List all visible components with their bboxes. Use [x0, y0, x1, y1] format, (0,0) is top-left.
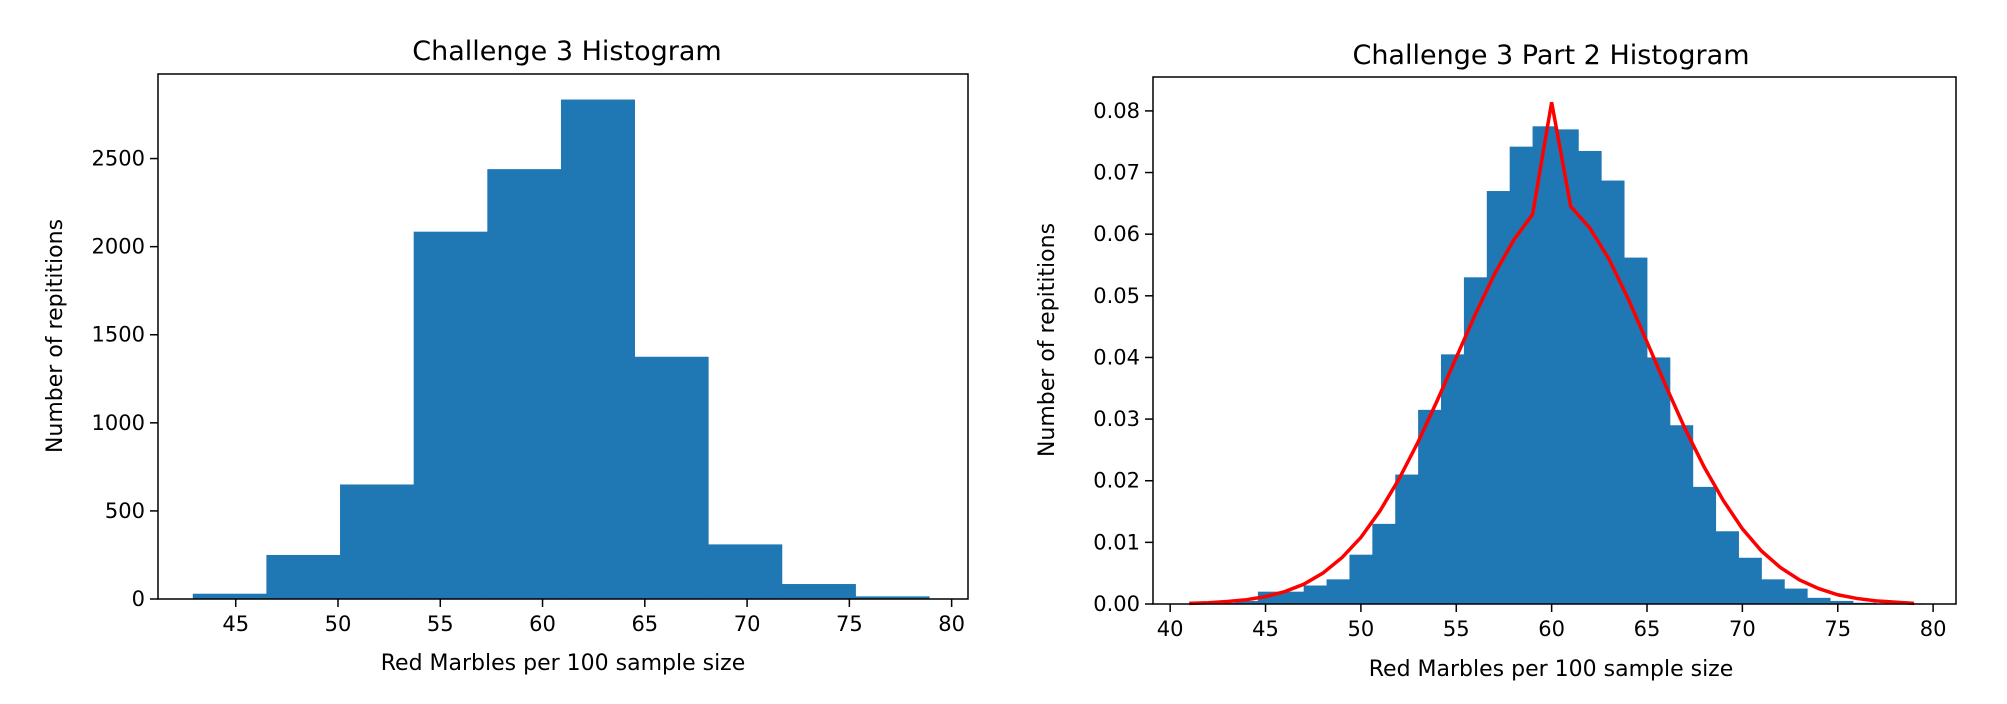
histogram-chart-left: Challenge 3 Histogram 45 50 55 60 65 70 75 80 0 5… [43, 36, 969, 676]
y-tick-label-left-1: 500 [105, 499, 145, 523]
histogram-bar-right-11 [1441, 354, 1465, 604]
x-tick-label-left-0: 45 [222, 612, 249, 636]
histogram-bar-right-22 [1692, 486, 1717, 604]
histogram-bar-right-19 [1624, 257, 1648, 604]
x-axis-label-left: Red Marbles per 100 sample size [381, 651, 746, 676]
x-tick-label-right-1: 45 [1252, 617, 1279, 641]
x-tick-label-left-6: 75 [836, 612, 863, 636]
histogram-bar-left-2 [340, 484, 415, 599]
y-tick-label-right-7: 0.07 [1093, 161, 1140, 185]
histogram-bar-left-7 [708, 544, 783, 599]
histogram-bar-right-21 [1669, 425, 1694, 604]
y-tick-label-right-6: 0.06 [1093, 222, 1140, 246]
bars-left [192, 99, 930, 600]
histogram-bar-left-4 [487, 169, 562, 599]
histogram-bar-left-8 [781, 584, 856, 599]
chart-title-right: Challenge 3 Part 2 Histogram [1352, 40, 1749, 71]
histogram-bar-left-6 [634, 356, 709, 599]
histogram-bar-right-12 [1463, 277, 1488, 604]
histogram-bar-right-18 [1601, 180, 1625, 605]
x-tick-label-left-4: 65 [631, 612, 658, 636]
histogram-bar-right-10 [1418, 409, 1442, 604]
x-axis-label-right: Red Marbles per 100 sample size [1369, 657, 1734, 682]
histogram-bar-left-9 [855, 596, 930, 599]
y-tick-label-right-2: 0.02 [1093, 469, 1140, 493]
y-tick-label-left-3: 1500 [92, 323, 145, 347]
bars-right [1189, 126, 1923, 605]
histogram-bar-right-13 [1486, 191, 1511, 604]
histogram-bar-right-15 [1532, 126, 1556, 604]
y-tick-label-right-0: 0.00 [1093, 592, 1140, 616]
histogram-bar-right-6 [1326, 579, 1350, 604]
histogram-bar-right-25 [1761, 579, 1785, 604]
x-tick-label-left-7: 80 [938, 612, 965, 636]
histogram-bar-left-3 [413, 231, 488, 599]
x-tick-label-left-5: 70 [734, 612, 761, 636]
histogram-bar-right-17 [1578, 150, 1602, 604]
chart-title-left: Challenge 3 Histogram [412, 36, 721, 67]
x-tick-label-right-8: 80 [1920, 617, 1947, 641]
histogram-bar-left-0 [192, 593, 267, 599]
y-tick-label-right-4: 0.04 [1093, 345, 1140, 369]
y-tick-label-right-3: 0.03 [1093, 407, 1140, 431]
x-tick-label-left-1: 50 [325, 612, 352, 636]
histogram-bar-right-23 [1715, 531, 1739, 604]
x-tick-label-right-6: 70 [1729, 617, 1756, 641]
histogram-bar-right-9 [1395, 474, 1419, 604]
ticks-right: 40 45 50 55 60 65 70 75 80 0.00 0.01 0.02 0.03 0.04 0.… [1093, 99, 1946, 641]
y-tick-label-right-1: 0.01 [1093, 530, 1140, 554]
y-tick-label-left-2: 1000 [92, 411, 145, 435]
x-tick-label-left-2: 55 [427, 612, 454, 636]
histogram-bar-right-20 [1647, 357, 1671, 604]
x-tick-label-right-4: 60 [1538, 617, 1565, 641]
axes-frame-right [1152, 76, 1957, 605]
x-tick-label-left-3: 60 [529, 612, 556, 636]
histogram-bar-right-14 [1509, 146, 1533, 604]
y-tick-label-right-8: 0.08 [1093, 99, 1140, 123]
histogram-bar-right-26 [1784, 588, 1808, 604]
y-axis-label-right: Number of repititions [1035, 223, 1060, 457]
histogram-bar-right-7 [1349, 554, 1373, 604]
histogram-bar-right-5 [1303, 585, 1327, 604]
histogram-bar-right-2 [1235, 600, 1259, 604]
axes-frame-left [157, 73, 969, 600]
histogram-bar-left-1 [266, 554, 341, 599]
ticks-left: 45 50 55 60 65 70 75 80 0 500 1000 1500 2000 2500 [92, 147, 965, 636]
histogram-bar-left-5 [560, 99, 635, 600]
histogram-chart-right: Challenge 3 Part 2 Histogram 40 45 50 55 60 6… [1035, 40, 1957, 682]
y-tick-label-left-4: 2000 [92, 235, 145, 259]
histogram-bar-right-8 [1372, 523, 1396, 604]
x-tick-label-right-5: 65 [1634, 617, 1661, 641]
histogram-bar-right-28 [1830, 600, 1854, 604]
x-tick-label-right-2: 50 [1348, 617, 1375, 641]
y-tick-label-left-5: 2500 [92, 147, 145, 171]
histogram-bar-right-4 [1280, 591, 1305, 604]
histogram-bar-right-27 [1807, 597, 1831, 604]
x-tick-label-right-7: 75 [1824, 617, 1851, 641]
y-tick-label-right-5: 0.05 [1093, 284, 1140, 308]
y-tick-label-left-0: 0 [132, 587, 145, 611]
histogram-bar-right-24 [1738, 557, 1762, 604]
histogram-bar-right-16 [1555, 129, 1579, 604]
density-curve [1189, 101, 1915, 606]
x-tick-label-right-0: 40 [1157, 617, 1184, 641]
x-tick-label-right-3: 55 [1443, 617, 1470, 641]
y-axis-label-left: Number of repititions [43, 219, 68, 453]
